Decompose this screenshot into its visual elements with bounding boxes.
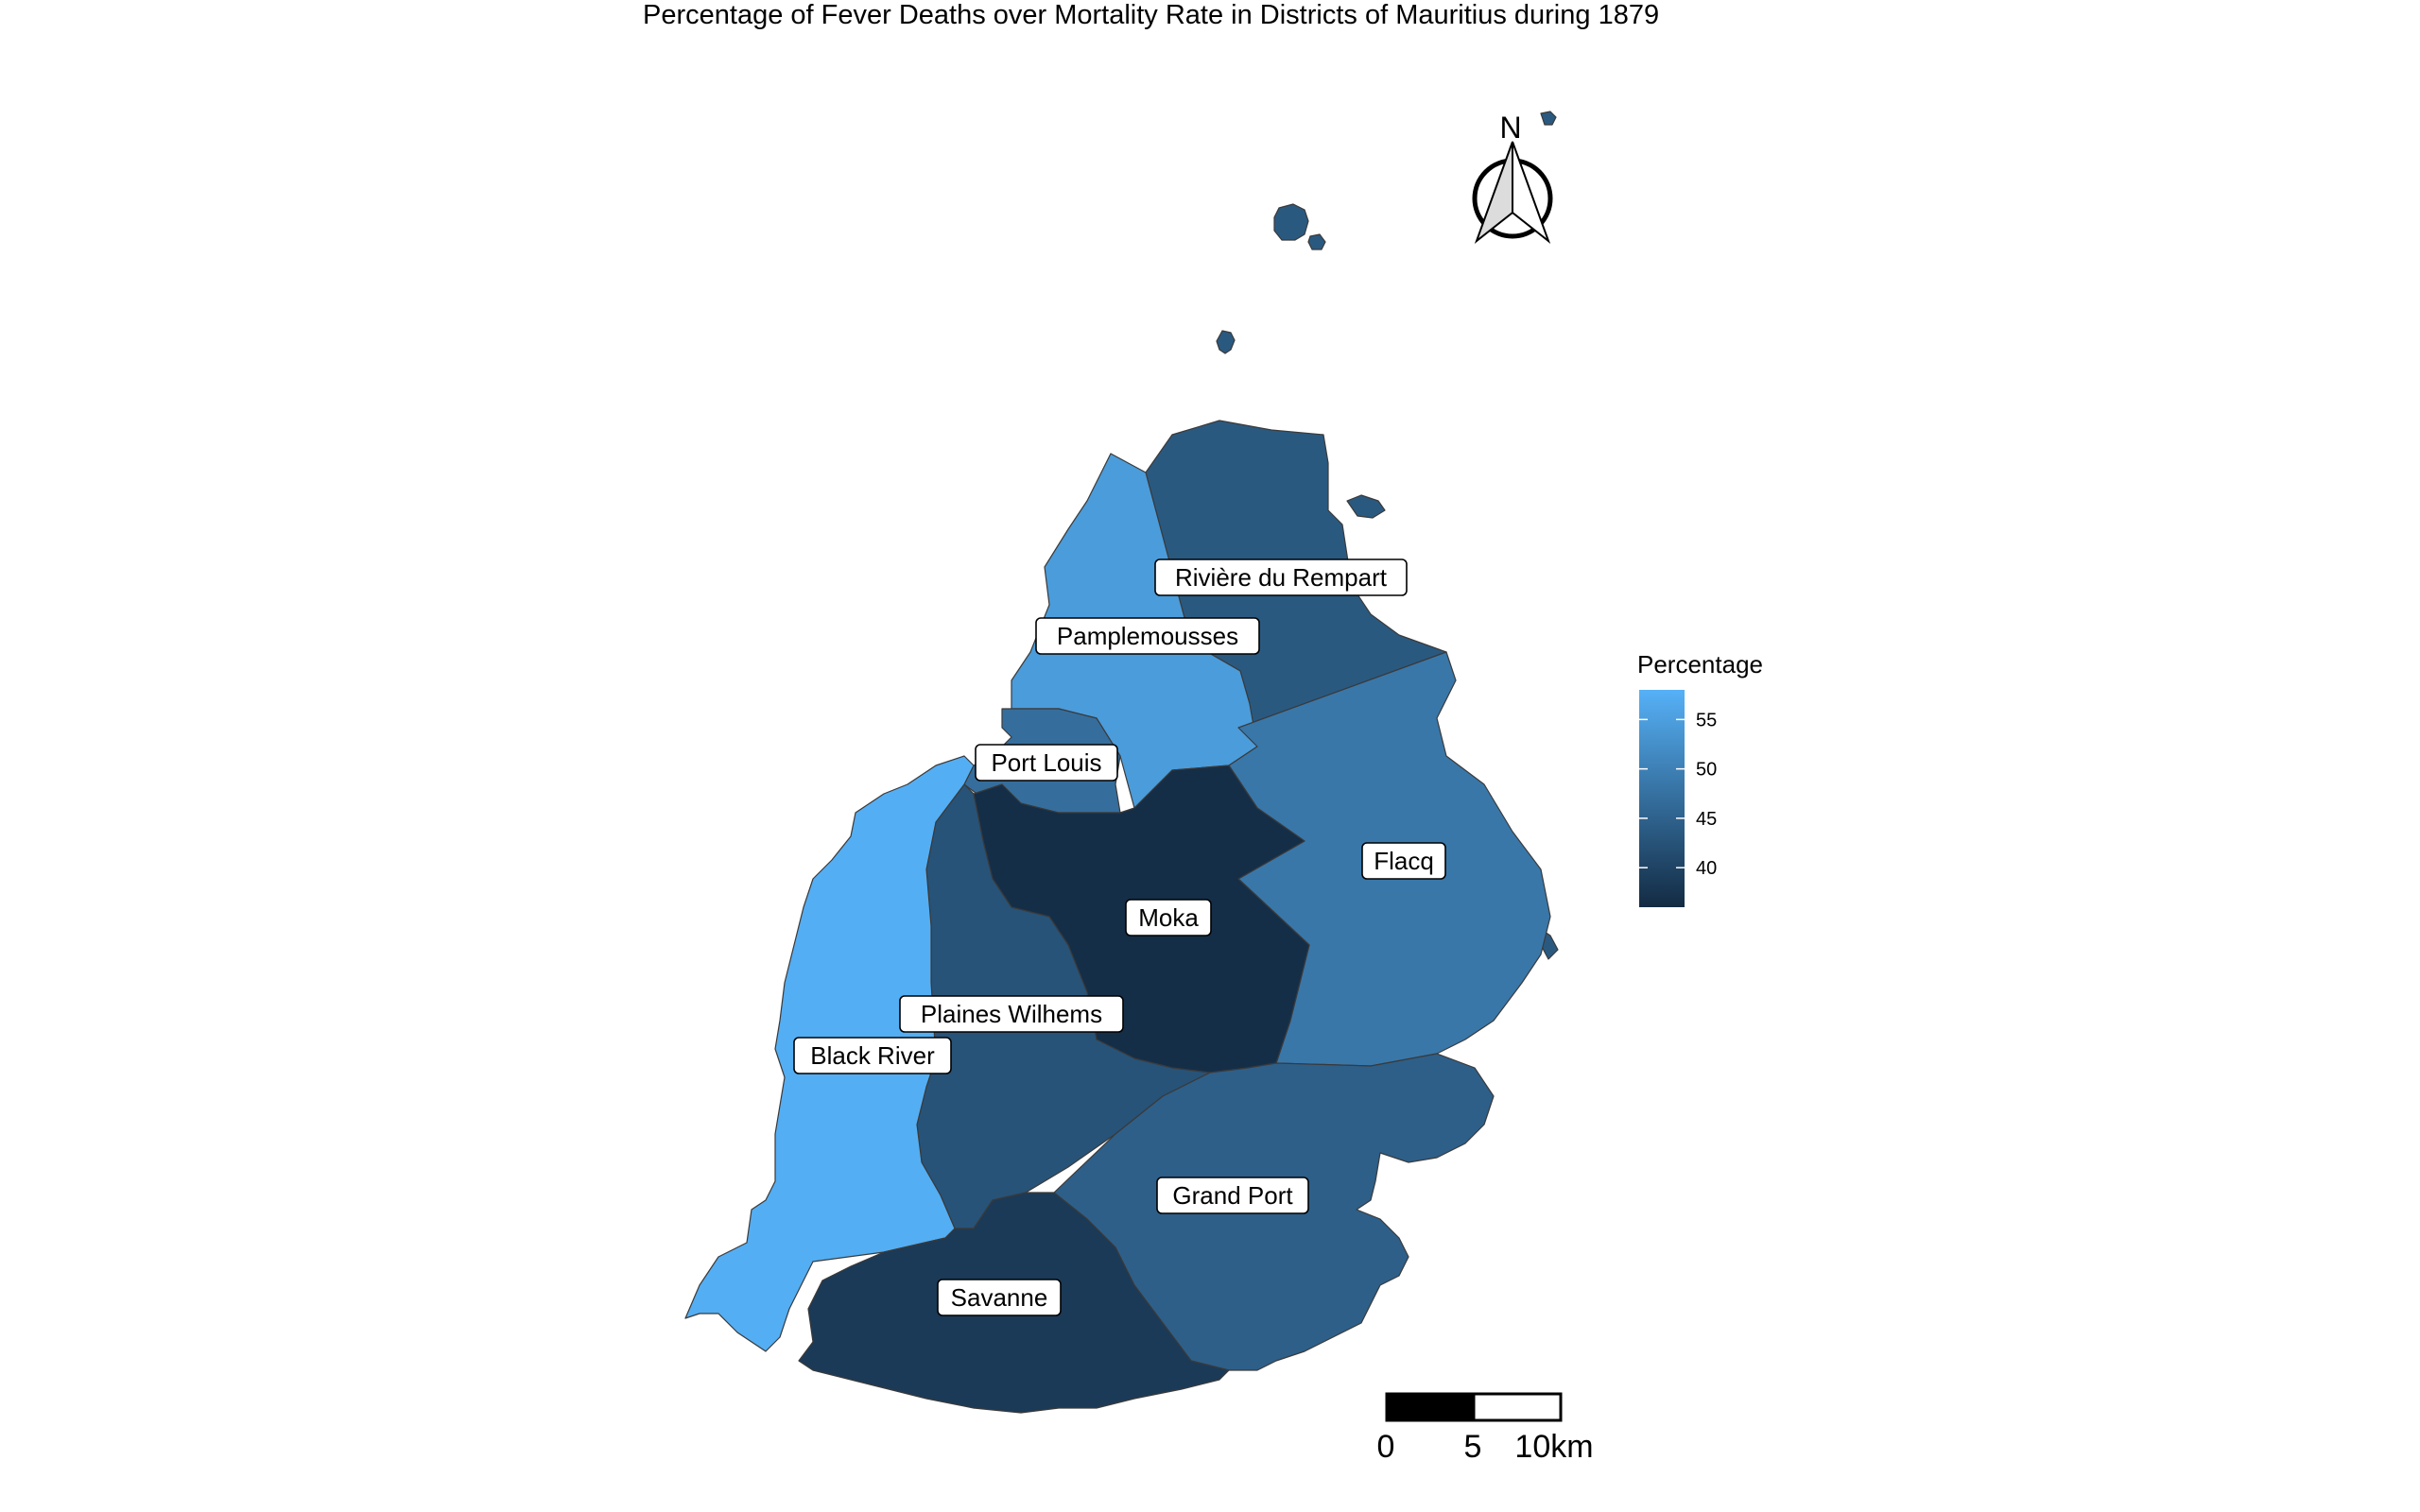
islet-amber [1346,494,1386,519]
label-box [1154,558,1408,596]
label-box [1361,842,1446,880]
label-text: Grand Port [1172,1181,1293,1210]
islet-gabriel [1307,233,1326,250]
label-riviere-du-rempart: Rivière du Rempart [1154,558,1408,596]
north-arrow: N [1472,111,1553,244]
label-text: Flacq [1374,847,1434,875]
map-title: Percentage of Fever Deaths over Mortalit… [0,0,2420,34]
label-text: Rivière du Rempart [1175,563,1388,592]
islet-flat-island [1273,203,1309,241]
label-box [899,995,1124,1033]
islet-round-island [1540,111,1557,126]
label-plaines-wilhems: Plaines Wilhems [899,995,1124,1033]
scale-bar-segment-light [1472,1392,1563,1422]
label-text: Black River [810,1041,935,1070]
scale-bar: 0 5 10km [1377,1392,1594,1465]
legend-tick-label: 40 [1696,858,1717,879]
label-box [1125,899,1212,936]
scale-label-0: 0 [1377,1429,1395,1465]
legend-ticks: 55 50 45 40 [1639,710,1717,879]
legend-title: Percentage [1637,650,1763,679]
label-box [1035,617,1260,655]
legend-colorbar [1639,690,1685,907]
label-text: Savanne [951,1283,1048,1312]
label-text: Moka [1138,903,1199,932]
scale-label-5: 5 [1464,1429,1482,1465]
label-pamplemousses: Pamplemousses [1035,617,1260,655]
legend-tick-label: 45 [1696,809,1717,830]
north-arrow-label: N [1499,111,1521,145]
label-box [1156,1177,1309,1214]
north-arrow-left-half-icon [1474,141,1513,244]
scale-label-10km: 10km [1514,1429,1593,1465]
label-flacq: Flacq [1361,842,1446,880]
label-black-river: Black River [793,1037,952,1074]
north-arrow-right-half-icon [1512,141,1551,244]
district-labels: Rivière du Rempart Pamplemousses Port Lo… [793,558,1446,1316]
label-text: Port Louis [991,748,1101,777]
scale-bar-segment-dark [1385,1392,1476,1422]
label-port-louis: Port Louis [975,744,1118,782]
label-box [793,1037,952,1074]
legend-tick-label: 50 [1696,760,1717,781]
label-box [975,744,1118,782]
label-moka: Moka [1125,899,1212,936]
legend: Percentage 55 50 45 40 [1637,650,1763,907]
label-text: Plaines Wilhems [921,1000,1102,1028]
label-grand-port: Grand Port [1156,1177,1309,1214]
label-box [937,1279,1062,1316]
northern-islets [1216,111,1559,960]
label-savanne: Savanne [937,1279,1062,1316]
map-title-text: Percentage of Fever Deaths over Mortalit… [643,0,1660,30]
districts [684,420,1551,1414]
label-text: Pamplemousses [1057,622,1238,650]
islet-gunners-quoin [1216,330,1236,354]
legend-tick-label: 55 [1696,710,1717,730]
